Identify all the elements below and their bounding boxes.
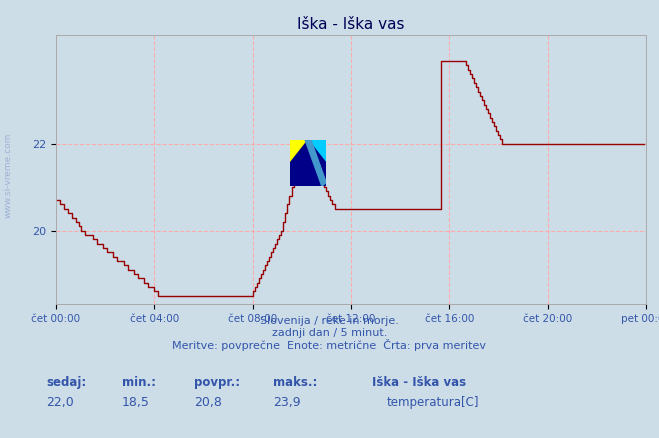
Text: 20,8: 20,8 [194,396,222,410]
Text: Slovenija / reke in morje.: Slovenija / reke in morje. [260,316,399,326]
Polygon shape [290,140,326,186]
Text: 22,0: 22,0 [46,396,74,410]
Polygon shape [290,140,308,163]
Text: Iška - Iška vas: Iška - Iška vas [372,376,467,389]
Text: Meritve: povprečne  Enote: metrične  Črta: prva meritev: Meritve: povprečne Enote: metrične Črta:… [173,339,486,351]
Text: maks.:: maks.: [273,376,318,389]
Text: 18,5: 18,5 [122,396,150,410]
Polygon shape [308,140,326,163]
Title: Iška - Iška vas: Iška - Iška vas [297,18,405,32]
Text: 23,9: 23,9 [273,396,301,410]
Polygon shape [305,140,326,186]
Text: zadnji dan / 5 minut.: zadnji dan / 5 minut. [272,328,387,338]
Text: sedaj:: sedaj: [46,376,86,389]
Text: www.si-vreme.com: www.si-vreme.com [4,133,13,218]
Text: temperatura[C]: temperatura[C] [386,396,478,410]
Text: min.:: min.: [122,376,156,389]
Text: povpr.:: povpr.: [194,376,241,389]
